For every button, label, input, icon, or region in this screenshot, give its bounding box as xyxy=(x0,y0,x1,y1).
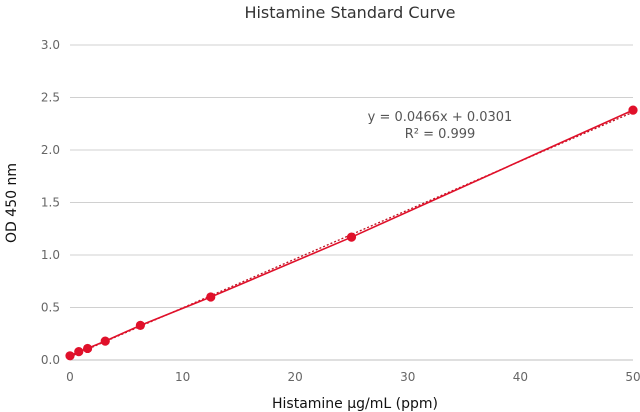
data-point xyxy=(206,292,216,302)
y-tick-label: 0.0 xyxy=(41,353,60,367)
x-tick-label: 0 xyxy=(66,370,74,384)
x-tick-labels: 0 10 20 30 40 50 xyxy=(66,370,640,384)
data-point xyxy=(346,232,357,242)
y-tick-label: 0.5 xyxy=(41,301,60,315)
data-point xyxy=(628,105,638,115)
y-tick-label: 1.0 xyxy=(41,248,60,262)
data-point xyxy=(135,320,145,330)
x-tick-label: 40 xyxy=(513,370,528,384)
trendline-equation: y = 0.0466x + 0.0301 xyxy=(368,110,513,125)
x-tick-label: 50 xyxy=(625,370,640,384)
y-axis-title: OD 450 nm xyxy=(4,163,20,243)
data-point xyxy=(65,351,75,361)
chart-title: Histamine Standard Curve xyxy=(244,3,455,22)
x-axis-title: Histamine µg/mL (ppm) xyxy=(272,396,438,412)
y-tick-labels: 0.0 0.5 1.0 1.5 2.0 2.5 3.0 xyxy=(41,38,60,367)
data-point xyxy=(100,336,110,346)
y-tick-label: 1.5 xyxy=(41,196,60,210)
trendline-r-squared: R² = 0.999 xyxy=(405,127,476,142)
data-point xyxy=(82,343,93,354)
y-tick-label: 2.0 xyxy=(41,143,60,157)
y-tick-label: 2.5 xyxy=(41,91,60,105)
x-tick-label: 20 xyxy=(288,370,303,384)
x-tick-label: 30 xyxy=(400,370,415,384)
data-point xyxy=(74,347,84,357)
x-tick-label: 10 xyxy=(175,370,190,384)
data-points xyxy=(65,105,638,361)
grid-lines xyxy=(70,44,633,308)
y-tick-label: 3.0 xyxy=(41,38,60,52)
